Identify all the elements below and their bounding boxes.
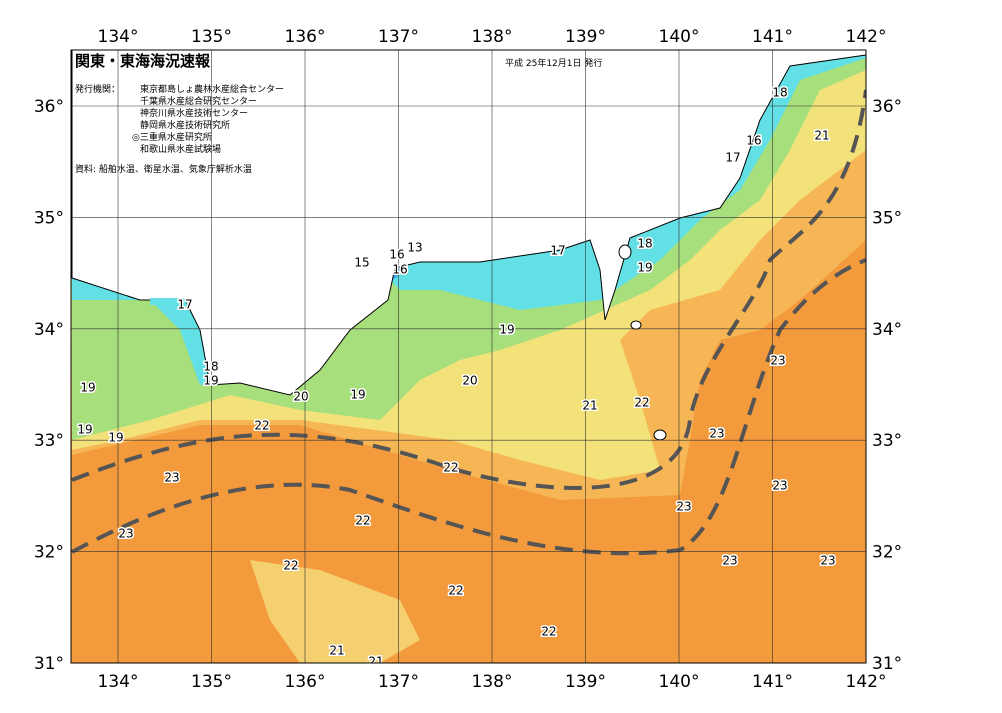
contour-label: 23 [676,500,691,514]
contour-label: 17 [177,298,192,312]
lat-tick-label: 33° [34,431,64,451]
kuroshio-axis-north [71,89,866,490]
lon-tick-label: 136° [285,672,326,692]
contour-label: 17 [550,244,565,258]
lon-tick-label: 142° [846,27,887,47]
contour-label: 16 [392,263,407,277]
contour-label: 20 [462,374,477,388]
lon-tick-label: 138° [472,672,513,692]
contour-label: 18 [772,86,787,100]
lon-tick-label: 137° [378,27,419,47]
contour-label: 17 [725,151,740,165]
lat-tick-label: 32° [872,543,902,563]
contour-label: 13 [407,241,422,255]
cool-patch [250,560,420,663]
lon-tick-label: 140° [659,27,700,47]
osaka-bay-water [150,298,195,330]
contour-label: 22 [355,514,370,528]
lat-tick-label: 35° [34,208,64,228]
lon-tick-label: 139° [565,672,606,692]
island [653,429,667,441]
issuer: 静岡県水産技術研究所 [140,119,230,131]
contour-label: 22 [448,584,463,598]
contour-label: 19 [350,388,365,402]
lat-tick-label: 36° [34,97,64,117]
lon-tick-label: 134° [98,27,139,47]
issuer: 千葉県水産総合研究センター [140,95,257,107]
contour-label: 19 [80,381,95,395]
island [618,244,632,260]
lon-tick-label: 141° [752,672,793,692]
lon-tick-label: 135° [191,672,232,692]
lat-tick-label: 32° [34,543,64,563]
lat-tick-label: 31° [872,654,902,674]
issuer: 東京都島しょ農林水産総合センター [140,83,284,95]
contour-label: 19 [499,323,514,337]
lat-tick-label: 36° [872,97,902,117]
title: 関東・東海海況速報 [75,52,211,70]
issuer: ◎三重県水産研究所 [132,131,212,143]
lon-tick-label: 137° [378,672,419,692]
contour-label: 23 [770,354,785,368]
kuroshio-axis-south [71,258,866,556]
lat-tick-label: 31° [34,654,64,674]
lon-tick-label: 139° [565,27,606,47]
contour-label: 16 [389,248,404,262]
lon-tick-label: 140° [659,672,700,692]
lon-tick-label: 134° [98,672,139,692]
contour-label: 23 [722,554,737,568]
issuer: 神奈川県水産技術センター [140,107,248,119]
contour-label: 23 [772,479,787,493]
contour-label: 19 [203,374,218,388]
lon-tick-label: 136° [285,27,326,47]
contour-label: 19 [77,423,92,437]
contour-label: 15 [354,256,369,270]
map-frame [70,49,867,664]
lon-tick-label: 142° [846,672,887,692]
lat-tick-label: 35° [872,208,902,228]
contour-label: 21 [368,655,383,669]
lon-tick-label: 138° [472,27,513,47]
contour-label: 22 [254,419,269,433]
contour-label: 20 [293,390,308,404]
contour-label: 21 [329,644,344,658]
lat-tick-label: 33° [872,431,902,451]
lat-tick-label: 34° [872,320,902,340]
lon-tick-label: 135° [191,27,232,47]
contour-label: 21 [814,129,829,143]
lon-tick-label: 141° [752,27,793,47]
contour-label: 16 [746,134,761,148]
lat-tick-label: 34° [34,320,64,340]
data-source: 資料: 船舶水温、衛星水温、気象庁解析水温 [75,163,252,175]
contour-label: 22 [283,559,298,573]
contour-label: 19 [637,261,652,275]
contour-label: 23 [820,554,835,568]
issuer: 和歌山県水産試験場 [140,143,221,155]
island [630,320,642,330]
land [71,50,866,396]
contour-label: 22 [443,461,458,475]
issuer-label: 発行機関： [75,83,120,95]
contour-label: 22 [634,396,649,410]
contour-label: 23 [164,471,179,485]
contour-label: 18 [637,237,652,251]
issue-date: 平成 25年12月1日 発行 [505,57,602,69]
contour-label: 23 [709,427,724,441]
contour-label: 19 [108,431,123,445]
contour-label: 23 [118,527,133,541]
contour-label: 22 [541,625,556,639]
contour-label: 18 [203,360,218,374]
contour-label: 21 [582,399,597,413]
